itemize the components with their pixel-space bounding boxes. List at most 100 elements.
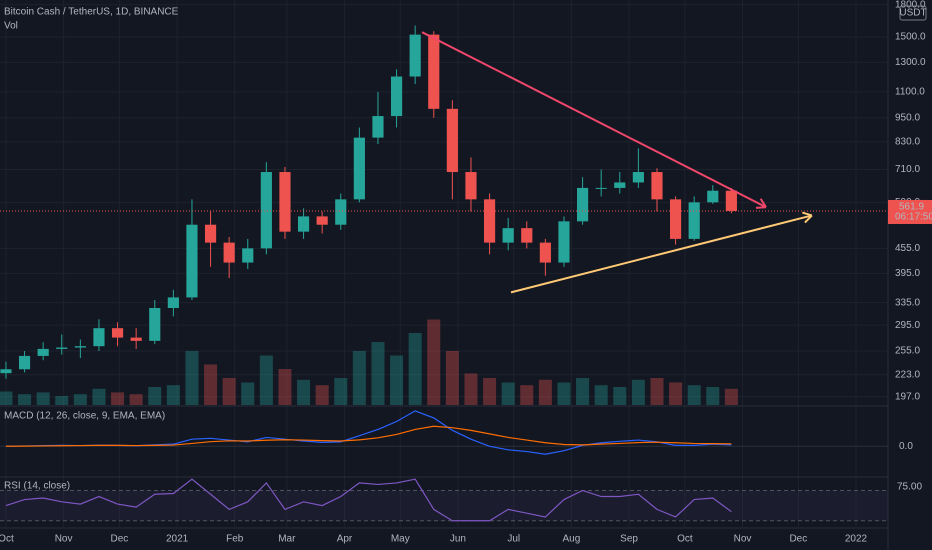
price-tag-value: 561.9 <box>899 202 924 213</box>
volume-bar <box>18 394 32 405</box>
pane-label: RSI (14, close) <box>4 481 70 492</box>
candle-body <box>93 328 105 347</box>
candle-body <box>372 116 384 138</box>
x-tick-label: Sep <box>620 534 638 545</box>
price-tag <box>888 199 932 224</box>
candle-body <box>297 216 310 232</box>
trendline <box>421 31 767 209</box>
volume-bar <box>520 385 534 405</box>
volume-bar <box>557 382 571 405</box>
arrow-head <box>755 206 767 209</box>
volume-bar <box>129 394 143 405</box>
candle-body <box>111 328 124 338</box>
y-tick-label: 1100.0 <box>895 87 925 98</box>
candle-body <box>390 76 403 117</box>
volume-bar <box>724 388 738 405</box>
chart-title: Bitcoin Cash / TetherUS, 1D, BINANCE <box>4 7 179 18</box>
volume-bar <box>669 382 683 405</box>
signal-line <box>5 425 732 447</box>
y-tick-label: 197.0 <box>895 391 920 402</box>
candle-body <box>18 355 31 370</box>
volume-bar <box>0 391 13 405</box>
y-tick-label: 710.0 <box>895 164 920 175</box>
x-tick-label: Apr <box>337 534 353 545</box>
volume-bar <box>631 379 645 405</box>
y-tick-label: 1500.0 <box>895 32 926 43</box>
candle-body <box>74 346 86 348</box>
volume-bar <box>222 378 236 405</box>
volume-bar <box>408 333 422 405</box>
candle-body <box>595 187 607 189</box>
candle-body <box>651 172 663 200</box>
x-tick-label: Dec <box>111 534 129 545</box>
volume-bar <box>464 373 478 405</box>
y-tick-label: 335.0 <box>895 297 920 308</box>
volume-bar <box>427 319 441 405</box>
candle-body <box>483 199 496 243</box>
candle-body <box>279 172 291 232</box>
volume-bar <box>650 378 664 405</box>
volume-bar <box>259 355 273 405</box>
volume-bar <box>352 351 366 405</box>
arrow-head <box>804 214 813 224</box>
candle-body <box>688 202 700 239</box>
x-tick-label: Oct <box>0 534 14 545</box>
x-tick-label: Feb <box>226 534 244 545</box>
candle-body <box>242 248 254 263</box>
volume-bar <box>687 385 701 405</box>
volume-bar <box>576 378 590 405</box>
y-tick-label: 75.00 <box>897 481 922 492</box>
volume-bar <box>315 385 329 405</box>
volume-bar <box>445 351 459 405</box>
x-tick-label: Jun <box>450 534 466 545</box>
candle-body <box>632 172 644 183</box>
x-tick-label: Mar <box>278 534 296 545</box>
candle-body <box>465 172 477 200</box>
candle-body <box>614 182 626 188</box>
candle-body <box>707 190 719 203</box>
y-tick-label: 1800.0 <box>895 0 926 10</box>
y-tick-label: 830.0 <box>895 136 920 147</box>
x-tick-label: Aug <box>563 534 581 545</box>
y-tick-label: 295.0 <box>895 320 920 331</box>
volume-bar <box>148 387 162 405</box>
candle-body <box>353 137 365 200</box>
y-tick-label: 223.0 <box>895 369 920 380</box>
y-tick-label: 395.0 <box>895 268 920 279</box>
candle-body <box>37 348 49 356</box>
candle-body <box>260 172 272 249</box>
candle-body <box>446 108 458 173</box>
candle-body <box>576 187 589 222</box>
x-tick-label: Oct <box>677 534 693 545</box>
arrow-head <box>759 198 767 208</box>
unit-box <box>899 5 927 21</box>
volume-bar <box>92 388 106 405</box>
candle-body <box>725 190 737 211</box>
volume-bar <box>594 385 608 405</box>
volume-bar <box>706 387 720 405</box>
volume-bar <box>501 382 515 405</box>
candle-body <box>409 34 421 77</box>
candle-body <box>558 221 570 263</box>
volume-bar <box>538 379 552 405</box>
volume-bar <box>55 396 69 405</box>
y-tick-label: 455.0 <box>895 243 920 254</box>
volume-bar <box>334 378 348 405</box>
x-tick-label: Dec <box>789 534 807 545</box>
volume-bar <box>371 342 385 405</box>
candle-body <box>539 242 551 263</box>
candle-body <box>167 297 179 308</box>
axis-unit: USDT <box>899 8 926 19</box>
x-tick-label: 2022 <box>845 534 868 545</box>
arrow-head <box>802 211 813 217</box>
y-tick-label: 0.0 <box>899 441 913 452</box>
volume-bar <box>204 364 218 405</box>
pane-label: MACD (12, 26, close, 9, EMA, EMA) <box>4 411 165 422</box>
x-tick-label: Jul <box>507 534 520 545</box>
volume-bar <box>390 355 404 405</box>
candle-body <box>428 34 440 109</box>
candle-body <box>186 224 198 298</box>
candle-body <box>502 228 514 243</box>
volume-bar <box>185 351 199 405</box>
